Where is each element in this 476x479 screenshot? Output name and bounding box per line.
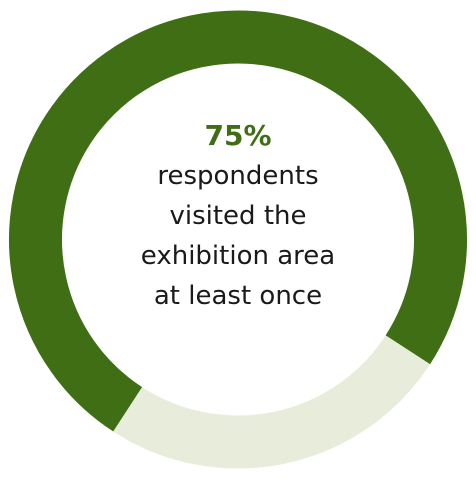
donut-slice-0 — [9, 10, 467, 432]
percentage-value: 75% — [204, 119, 272, 152]
donut-slices — [9, 10, 467, 469]
donut-slice-1 — [113, 334, 431, 469]
center-description: respondents visited the exhibition area … — [140, 161, 336, 311]
center-label: 75% respondents visited the exhibition a… — [118, 116, 358, 316]
